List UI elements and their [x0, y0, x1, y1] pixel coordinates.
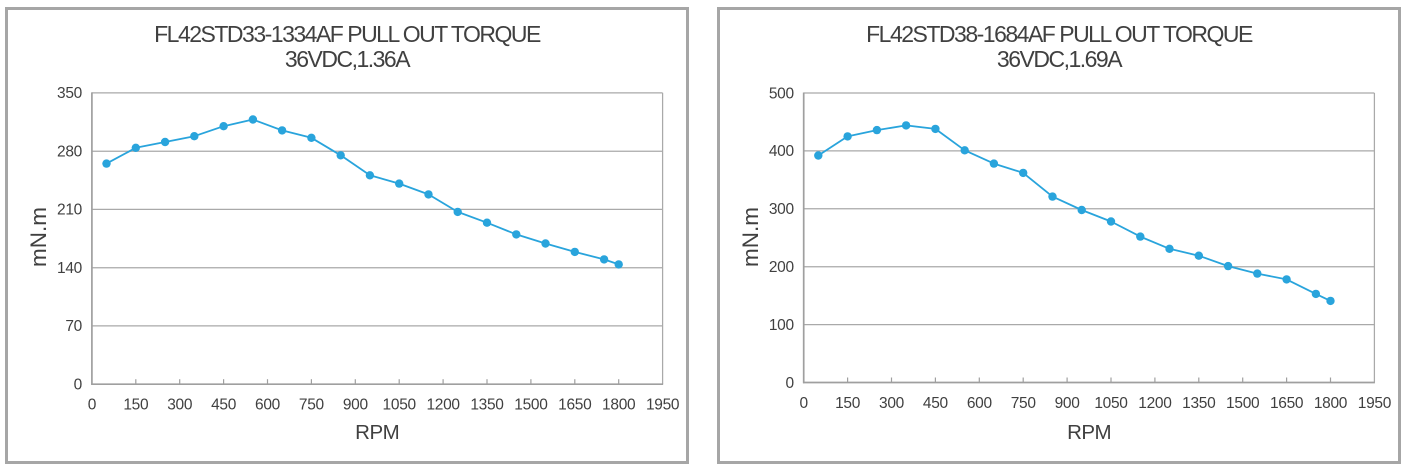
svg-text:350: 350 — [57, 85, 83, 102]
svg-text:750: 750 — [1011, 395, 1037, 412]
svg-text:FL42STD33-1334AF PULL OUT TORQ: FL42STD33-1334AF PULL OUT TORQUE — [154, 21, 541, 47]
svg-text:200: 200 — [769, 259, 795, 276]
svg-text:300: 300 — [769, 201, 795, 218]
svg-text:1950: 1950 — [646, 397, 680, 414]
svg-text:150: 150 — [123, 397, 149, 414]
svg-text:150: 150 — [835, 395, 861, 412]
svg-text:140: 140 — [57, 260, 83, 277]
svg-text:1500: 1500 — [514, 397, 548, 414]
svg-text:FL42STD38-1684AF PULL OUT TORQ: FL42STD38-1684AF PULL OUT TORQUE — [866, 21, 1253, 47]
svg-text:0: 0 — [74, 377, 83, 394]
svg-text:0: 0 — [785, 375, 794, 392]
svg-text:36VDC,1.36A: 36VDC,1.36A — [285, 46, 411, 72]
svg-text:36VDC,1.69A: 36VDC,1.69A — [997, 46, 1123, 72]
svg-text:600: 600 — [255, 397, 281, 414]
svg-text:1800: 1800 — [602, 397, 636, 414]
svg-text:450: 450 — [923, 395, 949, 412]
svg-text:900: 900 — [343, 397, 369, 414]
svg-text:RPM: RPM — [355, 421, 399, 444]
svg-text:1350: 1350 — [470, 397, 504, 414]
svg-text:450: 450 — [211, 397, 237, 414]
svg-text:210: 210 — [57, 202, 83, 219]
svg-text:300: 300 — [167, 397, 193, 414]
svg-text:1950: 1950 — [1358, 395, 1392, 412]
svg-text:750: 750 — [299, 397, 325, 414]
svg-text:1650: 1650 — [558, 397, 592, 414]
svg-text:mN.m: mN.m — [738, 207, 763, 267]
svg-text:70: 70 — [65, 318, 82, 335]
svg-text:500: 500 — [769, 85, 795, 102]
svg-text:RPM: RPM — [1067, 421, 1111, 444]
svg-text:1200: 1200 — [1138, 395, 1172, 412]
svg-text:300: 300 — [879, 395, 905, 412]
svg-text:mN.m: mN.m — [26, 207, 51, 267]
svg-text:600: 600 — [967, 395, 993, 412]
svg-text:1500: 1500 — [1226, 395, 1260, 412]
svg-text:1050: 1050 — [1094, 395, 1128, 412]
svg-text:100: 100 — [769, 317, 795, 334]
svg-text:900: 900 — [1055, 395, 1081, 412]
svg-text:1350: 1350 — [1182, 395, 1216, 412]
svg-text:1650: 1650 — [1270, 395, 1304, 412]
svg-text:1800: 1800 — [1314, 395, 1348, 412]
svg-text:0: 0 — [800, 395, 809, 412]
svg-text:1200: 1200 — [426, 397, 460, 414]
svg-text:400: 400 — [769, 143, 795, 160]
svg-text:0: 0 — [88, 397, 97, 414]
svg-text:280: 280 — [57, 144, 83, 161]
svg-text:1050: 1050 — [383, 397, 417, 414]
